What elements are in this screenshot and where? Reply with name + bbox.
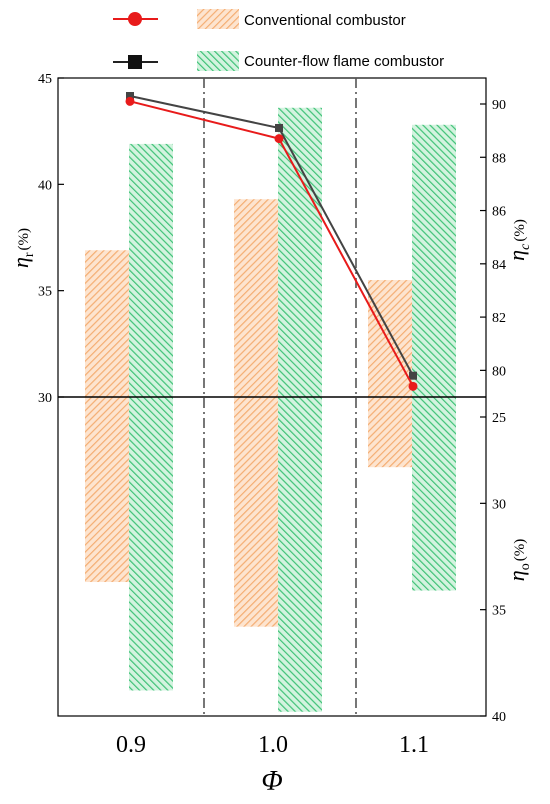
x-axis-label: Φ xyxy=(261,766,282,797)
bar-conventional-1.1 xyxy=(368,280,412,468)
x-tick-label-1.0: 1.0 xyxy=(258,732,288,758)
y-right-lower-tick-label-35: 35 xyxy=(492,604,506,619)
svg-text:ηo(%): ηo(%) xyxy=(504,539,533,581)
y-left-label: ηr(%) xyxy=(8,228,37,268)
y-right-lower-tick-label-25: 25 xyxy=(492,411,506,426)
y-left-tick-label-45: 45 xyxy=(38,72,52,87)
marker-eta-c-conventional-0.9 xyxy=(125,96,135,106)
legend-label-conventional: Conventional combustor xyxy=(244,12,406,29)
x-tick-label-0.9: 0.9 xyxy=(116,732,146,758)
y-right-upper-tick-label-80: 80 xyxy=(492,364,506,379)
y-right-upper-tick-label-86: 86 xyxy=(492,205,506,220)
x-tick-label-1.1: 1.1 xyxy=(399,732,429,758)
legend-swatch-conventional xyxy=(197,9,239,29)
y-right-upper-label-unit: (%) xyxy=(512,219,528,242)
y-right-lower-label-symbol: η xyxy=(504,570,529,581)
marker-eta-c-conventional-1.1 xyxy=(408,381,418,391)
legend-marker-counterflow xyxy=(128,55,142,69)
legend-marker-conventional xyxy=(128,12,142,26)
y-right-upper-label-symbol: η xyxy=(504,250,529,261)
legend-label-counterflow: Counter-flow flame combustor xyxy=(244,53,444,70)
y-right-lower-label: ηo(%) xyxy=(504,539,533,581)
bar-counterflow-0.9 xyxy=(129,143,173,691)
legend-entry-counterflow: Counter-flow flame combustor xyxy=(113,51,444,71)
y-right-lower-tick-label-40: 40 xyxy=(492,710,506,725)
y-right-lower-tick-label-30: 30 xyxy=(492,497,506,512)
y-left-tick-label-30: 30 xyxy=(38,391,52,406)
svg-text:ηr(%): ηr(%) xyxy=(8,228,37,268)
bar-conventional-1.0 xyxy=(234,199,278,627)
bars-group xyxy=(85,107,456,712)
y-right-upper-tick-label-90: 90 xyxy=(492,98,506,113)
marker-eta-c-counterflow-1.1 xyxy=(409,371,417,380)
bar-counterflow-1.0 xyxy=(278,107,322,712)
legend-entry-conventional: Conventional combustor xyxy=(113,9,406,29)
y-right-lower-label-unit: (%) xyxy=(512,539,528,562)
y-right-upper-tick-label-88: 88 xyxy=(492,151,506,166)
svg-text:ηc(%): ηc(%) xyxy=(504,219,533,261)
y-left-tick-label-35: 35 xyxy=(38,285,52,300)
lines-group xyxy=(125,92,418,391)
marker-eta-c-counterflow-1.0 xyxy=(275,123,283,132)
y-left-tick-label-40: 40 xyxy=(38,178,52,193)
marker-eta-c-counterflow-0.9 xyxy=(126,92,134,101)
marker-eta-c-conventional-1.0 xyxy=(274,134,284,144)
y-left-label-symbol: η xyxy=(8,257,33,268)
ticks-group: 30 35 40 45 80 82 84 86 88 90 25 30 35 40 0.9 1.0 1.1 xyxy=(38,72,506,758)
y-left-label-unit: (%) xyxy=(16,228,32,251)
y-left-label-sub: r xyxy=(22,252,37,257)
y-right-upper-tick-label-82: 82 xyxy=(492,311,506,326)
y-right-upper-label: ηc(%) xyxy=(504,219,533,261)
legend-swatch-counterflow xyxy=(197,51,239,71)
y-right-upper-tick-label-84: 84 xyxy=(492,258,506,273)
y-right-lower-label-sub: o xyxy=(518,563,533,570)
y-right-upper-label-sub: c xyxy=(518,243,533,250)
legend: Conventional combustor Counter-flow flam… xyxy=(113,9,444,71)
bar-counterflow-1.1 xyxy=(412,124,456,591)
bar-conventional-0.9 xyxy=(85,250,129,583)
